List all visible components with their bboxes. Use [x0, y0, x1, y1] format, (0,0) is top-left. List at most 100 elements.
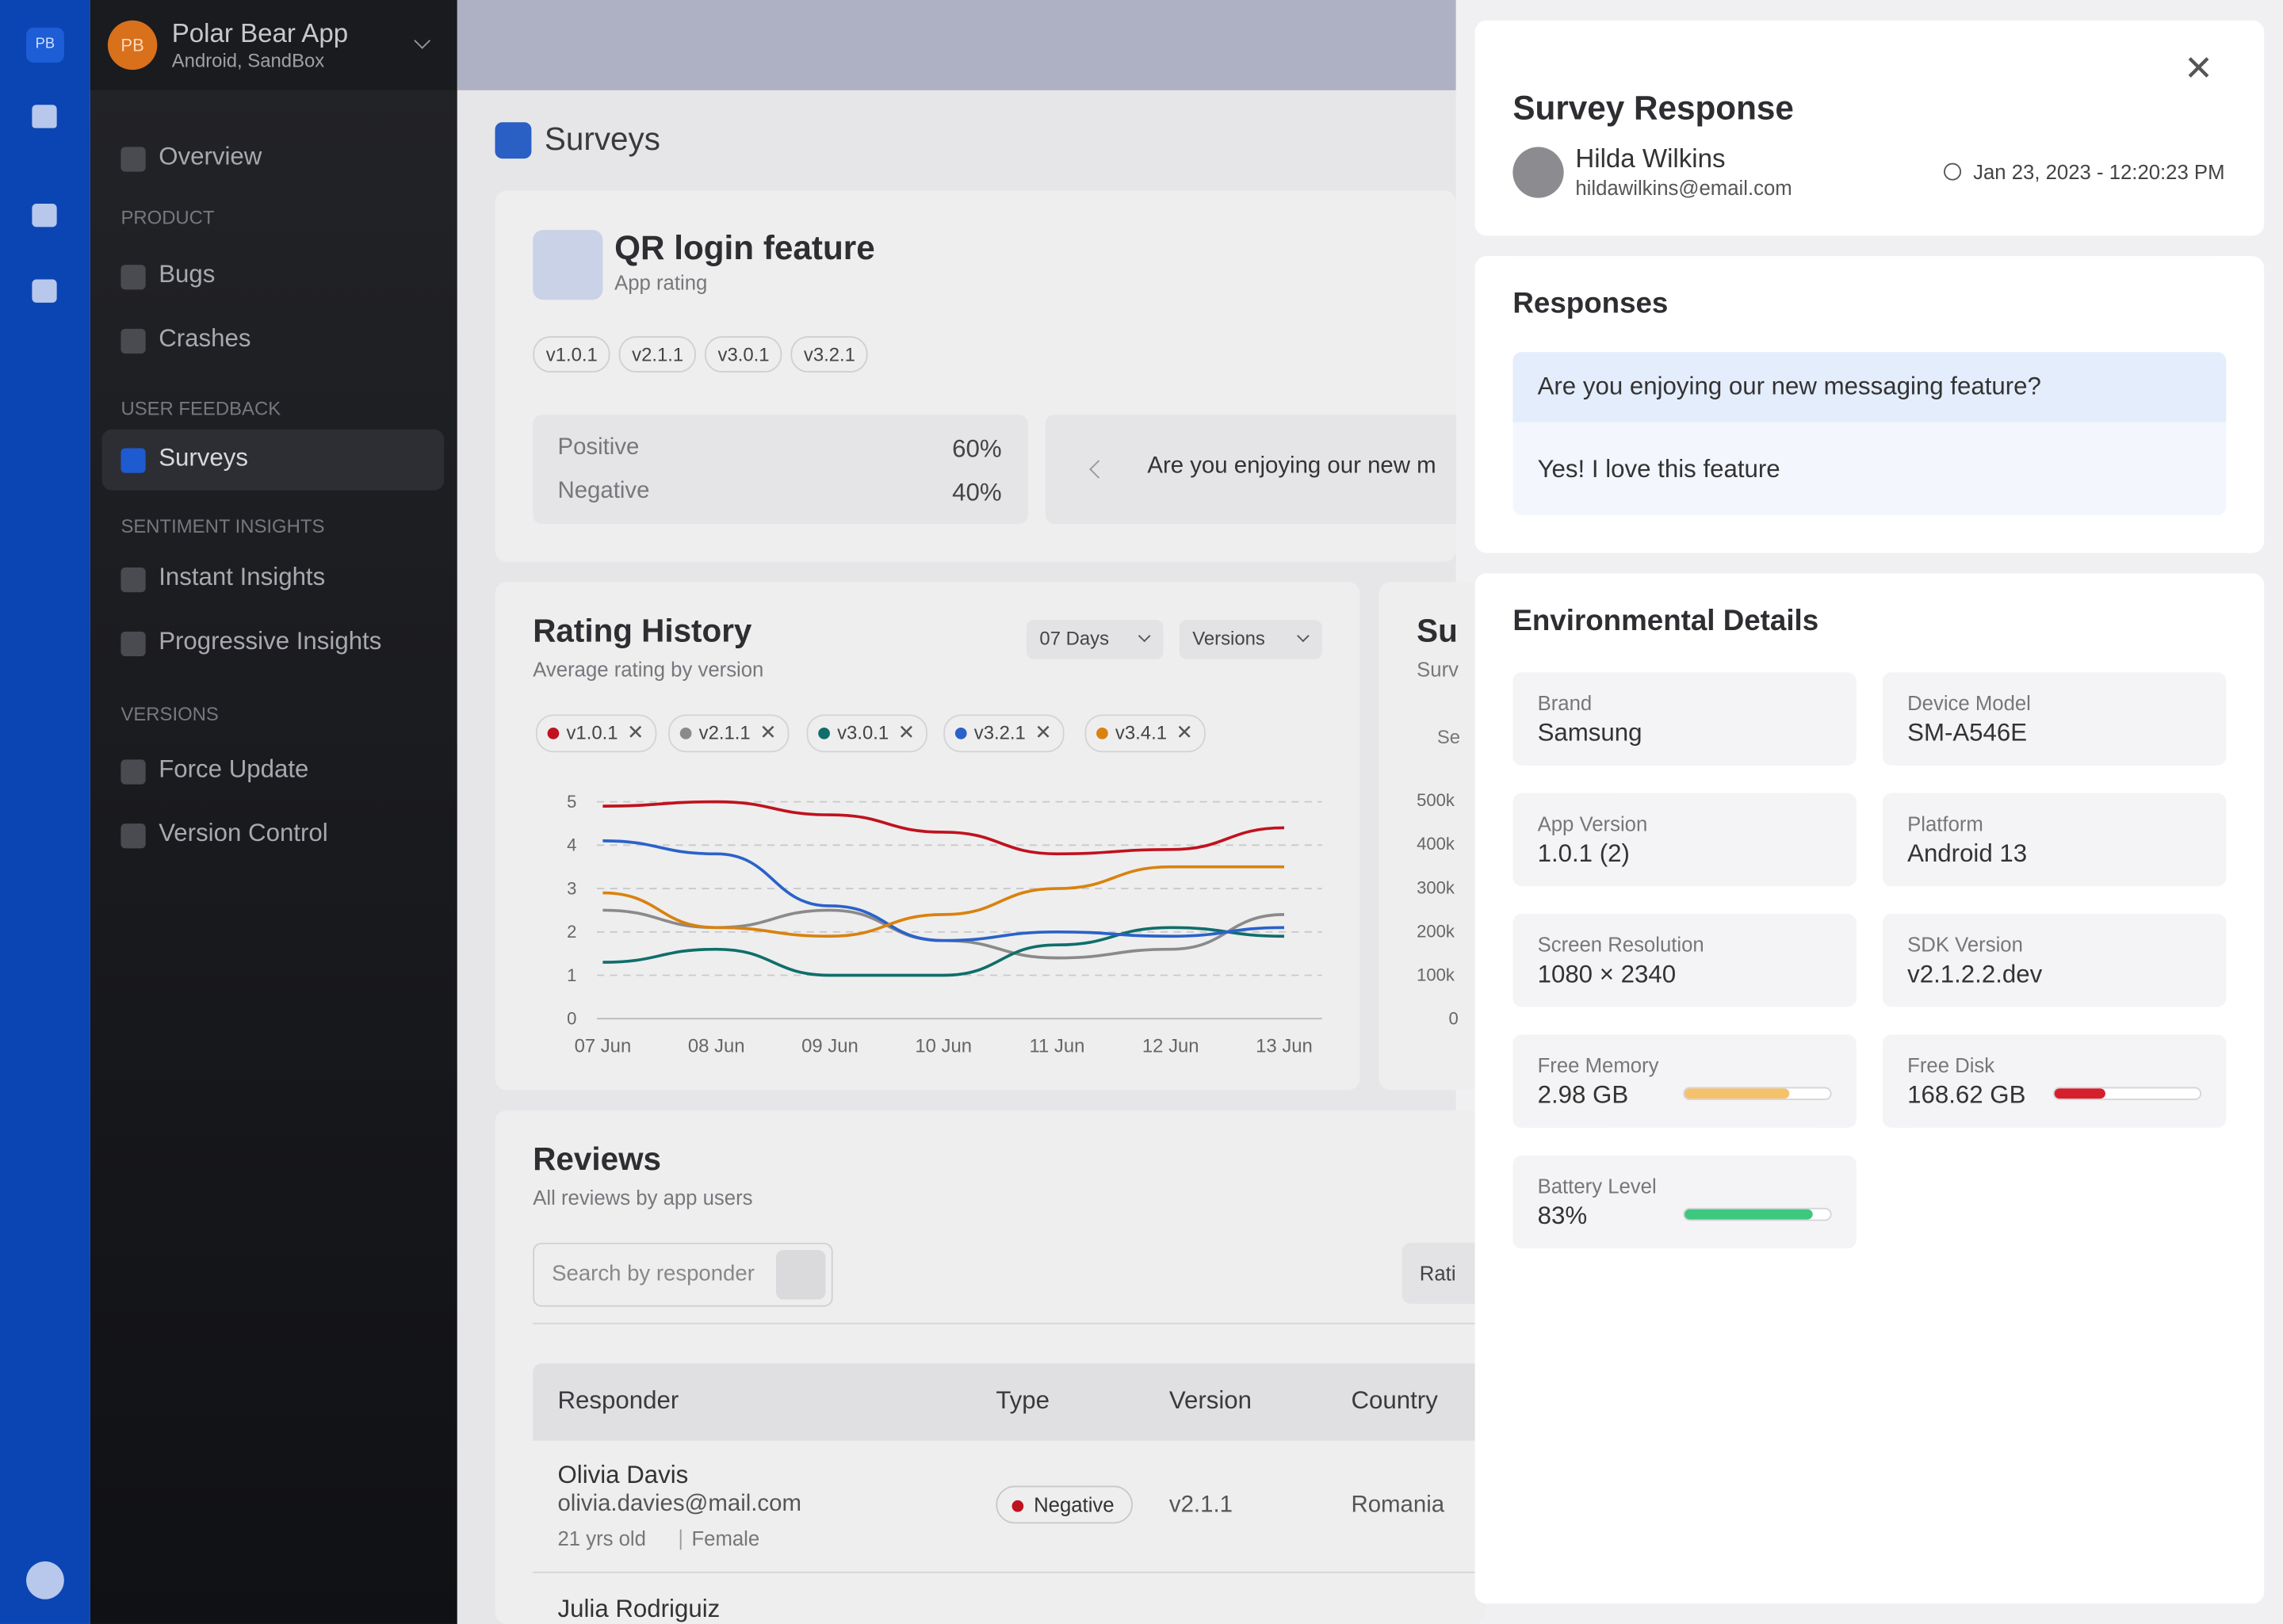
user-email: hildawilkins@email.com: [1575, 176, 1792, 200]
remove-icon: ✕: [897, 720, 916, 744]
detail-tile: Platform Android 13: [1882, 793, 2227, 887]
y-tick-label: 3: [567, 878, 576, 898]
profile-icon[interactable]: [26, 1561, 64, 1599]
divider: [533, 1322, 1486, 1324]
detail-value: 1080 × 2340: [1537, 960, 1677, 988]
dropdown[interactable]: Versions: [1179, 620, 1322, 659]
value: 60%: [952, 434, 1002, 463]
legend: Se: [1436, 726, 1461, 748]
rail-icon[interactable]: [32, 204, 57, 227]
detail-tile: SDK Version v2.1.2.2.dev: [1882, 914, 2227, 1007]
rating-card: Rating History Average rating by version 0…: [495, 582, 1360, 1091]
x-tick-label: 08 Jun: [688, 1035, 745, 1057]
nav-item[interactable]: Crashes: [159, 324, 251, 353]
search-box[interactable]: Search by responder: [533, 1242, 833, 1307]
y-tick-label: 100k: [1417, 965, 1455, 985]
detail-label: Platform: [1907, 812, 1983, 835]
remove-icon: ✕: [627, 720, 644, 744]
reviews-title: Reviews: [533, 1141, 661, 1178]
nav-item[interactable]: Surveys: [159, 443, 249, 472]
legend-chip[interactable]: v2.1.1 ✕: [668, 714, 790, 753]
detail-label: Device Model: [1907, 691, 2031, 715]
nav-item[interactable]: Progressive Insights: [159, 627, 382, 655]
legend-chip[interactable]: v3.2.1 ✕: [943, 714, 1065, 753]
nav-active[interactable]: [101, 429, 445, 491]
detail-value: 168.62 GB: [1907, 1081, 2026, 1110]
y-tick-label: 200k: [1417, 921, 1455, 942]
rail-icon[interactable]: [32, 105, 57, 128]
search-button[interactable]: [775, 1250, 826, 1300]
reviews-subtitle: All reviews by app users: [533, 1186, 753, 1209]
dropdown-label: Versions: [1192, 627, 1265, 649]
y-tick-label: 400k: [1417, 834, 1455, 854]
nav-item[interactable]: Overview: [159, 142, 262, 170]
nav-item[interactable]: Instant Insights: [159, 563, 326, 591]
legend-chip[interactable]: v1.0.1 ✕: [535, 714, 658, 753]
detail-value: SM-A546E: [1907, 718, 2028, 747]
page-title: Surveys: [544, 120, 660, 158]
nav-icon: [120, 328, 146, 354]
environment-card: Environmental Details Brand Samsung Device …: [1474, 573, 2265, 1604]
y-tick-label: 5: [567, 792, 576, 812]
nav-icon: [120, 759, 146, 785]
y-tick-label: 0: [1448, 1008, 1459, 1030]
version: v2.1.1: [1168, 1492, 1233, 1518]
version-chip: v1.0.1: [533, 336, 611, 373]
card-title: Su: [1417, 612, 1458, 649]
country: Romania: [1351, 1492, 1445, 1518]
meter-track: [2052, 1087, 2202, 1101]
value: 40%: [952, 479, 1002, 506]
detail-tile: App Version 1.0.1 (2): [1512, 793, 1857, 887]
question-box: [1512, 352, 2227, 422]
legend-dot: [679, 728, 692, 739]
line-chart: 0 1 2 3 4 5 07 Jun 08 Jun 09 Jun 10 Jun 11 Jun 12 J…: [567, 792, 1322, 1057]
nav-icon: [120, 448, 146, 473]
column-header: Type: [996, 1386, 1050, 1415]
y-tick-label: 2: [567, 922, 576, 942]
column-header: Responder: [557, 1386, 679, 1415]
nav-item[interactable]: Version Control: [159, 819, 328, 847]
rating-filter[interactable]: Rati: [1402, 1242, 1486, 1305]
remove-icon: ✕: [1176, 720, 1194, 744]
row-divider: [533, 1571, 1486, 1573]
y-tick-label: 300k: [1417, 877, 1455, 898]
page-icon: [495, 122, 532, 159]
version-chip: v3.0.1: [704, 336, 783, 373]
search-placeholder: Search by responder: [552, 1261, 755, 1287]
meter-fill: [1685, 1088, 1790, 1099]
nav-icon: [120, 567, 146, 593]
legend-chip[interactable]: v3.4.1 ✕: [1084, 714, 1207, 753]
nav-item[interactable]: Force Update: [159, 755, 309, 783]
x-tick-label: 09 Jun: [801, 1035, 859, 1057]
meter-track: [1683, 1207, 1832, 1221]
survey-title: QR login feature: [614, 228, 875, 266]
legend-chip[interactable]: v3.0.1 ✕: [806, 714, 928, 753]
version-chip: v2.1.1: [618, 336, 697, 373]
user-name: Hilda Wilkins: [1575, 143, 1726, 174]
dropdown[interactable]: 07 Days: [1026, 620, 1164, 659]
close-button[interactable]: ✕: [2184, 49, 2214, 89]
column-header: Version: [1168, 1386, 1252, 1415]
user-avatar: [1512, 147, 1564, 198]
arrow[interactable]: [1089, 460, 1108, 479]
detail-tile: Free Disk 168.62 GB: [1882, 1034, 2227, 1128]
section-title: Environmental Details: [1512, 605, 1819, 638]
nav-item[interactable]: Bugs: [159, 260, 216, 288]
version-chip: v3.2.1: [790, 336, 869, 373]
label: Positive: [557, 434, 640, 460]
rail-icon[interactable]: [32, 279, 57, 303]
legend-dot: [954, 728, 967, 739]
detail-tile: Device Model SM-A546E: [1882, 672, 2227, 766]
answer: Yes! I love this feature: [1537, 455, 1780, 483]
nav-heading: SENTIMENT INSIGHTS: [120, 514, 325, 537]
nav-icon: [120, 631, 146, 657]
responses-card: Responses Are you enjoying our new messag…: [1474, 256, 2265, 553]
legend-dot: [1096, 728, 1108, 739]
nav-icon: [120, 147, 146, 172]
detail-label: App Version: [1537, 812, 1648, 835]
chart-title: Rating History: [533, 612, 752, 649]
rail-logo[interactable]: PB: [26, 27, 64, 63]
y-tick-label: 1: [567, 965, 576, 985]
detail-tile: Free Memory 2.98 GB: [1512, 1034, 1857, 1128]
